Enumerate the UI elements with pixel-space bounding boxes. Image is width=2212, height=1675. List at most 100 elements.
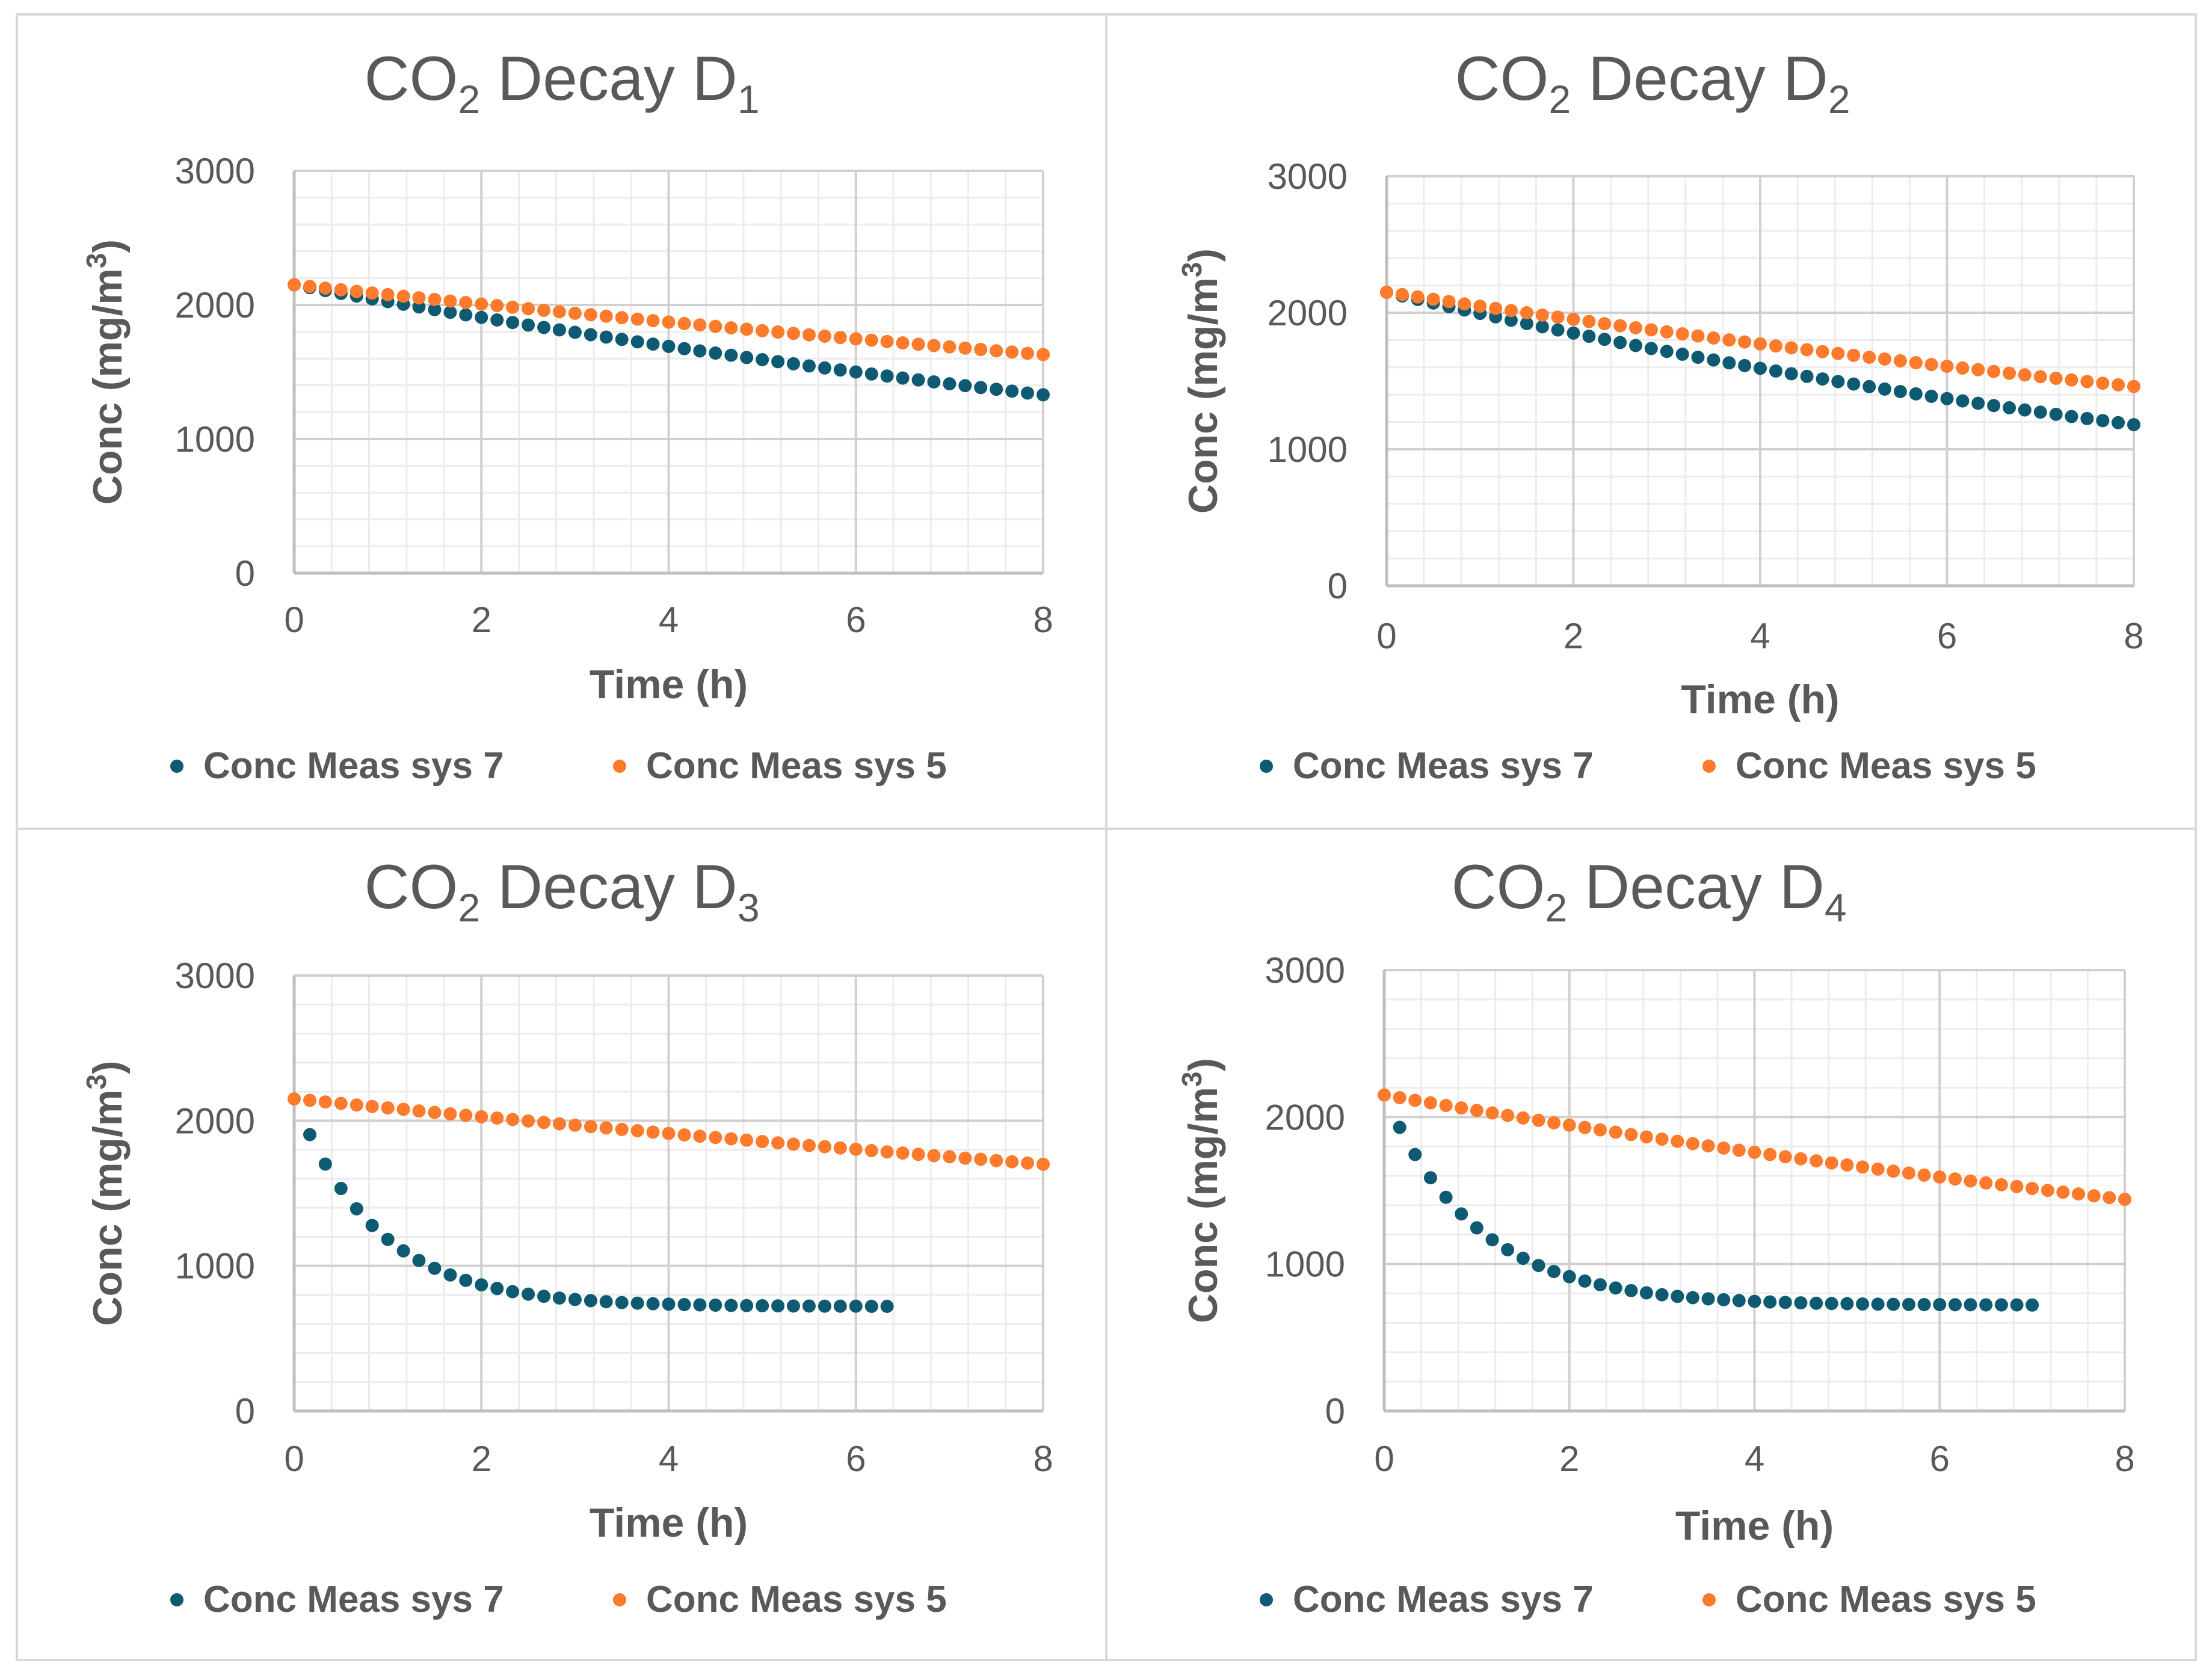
legend-label: Conc Meas sys 7 <box>203 1579 504 1620</box>
data-point <box>1979 1298 1993 1312</box>
data-point <box>1489 301 1503 315</box>
data-point <box>1021 1156 1035 1170</box>
data-point <box>1005 384 1019 398</box>
data-point <box>786 357 800 370</box>
data-point <box>1856 1160 1870 1174</box>
legend-label: Conc Meas sys 5 <box>646 1579 947 1620</box>
data-point <box>1794 1296 1808 1310</box>
x-tick-label: 6 <box>846 600 866 640</box>
data-point <box>646 337 660 351</box>
x-tick-label: 8 <box>1033 600 1053 640</box>
y-axis-label: Conc (mg/m3) <box>81 1060 131 1326</box>
data-point <box>662 339 676 353</box>
data-point <box>350 284 363 298</box>
data-point <box>756 324 769 337</box>
data-point <box>1005 1155 1019 1169</box>
data-point <box>662 1126 676 1140</box>
data-point <box>350 1202 363 1216</box>
x-tick-label: 8 <box>2115 1439 2134 1479</box>
series-sys7 <box>303 1128 894 1313</box>
chart-title-prefix: CO <box>1451 852 1545 922</box>
data-point <box>1504 313 1518 327</box>
data-point <box>568 1118 582 1132</box>
data-point <box>522 302 535 316</box>
data-point <box>1738 358 1752 372</box>
data-point <box>1501 1108 1515 1122</box>
data-point <box>2127 380 2140 393</box>
data-point <box>849 1299 863 1313</box>
chart-title-sub2: 3 <box>738 885 760 930</box>
data-point <box>615 311 629 325</box>
data-point <box>303 1093 316 1107</box>
data-point <box>443 306 457 319</box>
y-axis-label-main: Conc (mg/m <box>1180 277 1226 514</box>
y-axis-label-end: ) <box>85 239 131 253</box>
data-point <box>522 1287 535 1301</box>
data-point <box>818 1299 831 1313</box>
y-tick-label: 3000 <box>175 956 255 996</box>
data-point <box>1887 1297 1900 1311</box>
data-point <box>459 1273 473 1287</box>
data-point <box>396 289 410 303</box>
data-point <box>1644 323 1658 337</box>
x-tick-label: 2 <box>472 600 491 640</box>
data-point <box>1917 1298 1931 1312</box>
legend: Conc Meas sys 7 Conc Meas sys 5 <box>1260 745 2036 787</box>
data-point <box>990 383 1003 396</box>
data-point <box>1426 292 1440 306</box>
data-point <box>802 1299 816 1313</box>
data-point <box>1722 356 1736 370</box>
x-axis-label: Time (h) <box>1675 1503 1834 1549</box>
data-point <box>1933 1170 1947 1184</box>
data-point <box>428 1261 442 1275</box>
series-sys5 <box>1378 1088 2131 1206</box>
data-point <box>740 1133 754 1147</box>
data-point <box>1940 392 1954 405</box>
series-sys5 <box>288 1092 1050 1171</box>
y-tick-label: 3000 <box>1265 950 1345 991</box>
data-point <box>1924 358 1938 372</box>
data-point <box>1717 1141 1731 1155</box>
data-point <box>1994 1178 2008 1191</box>
data-point <box>1748 1294 1761 1308</box>
data-point <box>459 295 473 309</box>
x-tick-label: 2 <box>1559 1439 1579 1479</box>
y-tick-label: 2000 <box>175 1101 255 1141</box>
data-point <box>1893 354 1907 367</box>
chart-title-sub1: 2 <box>458 77 480 121</box>
data-point <box>1660 325 1674 339</box>
data-point <box>1501 1243 1515 1256</box>
data-point <box>1411 290 1425 304</box>
data-point <box>1909 356 1923 370</box>
data-point <box>724 348 738 362</box>
data-point <box>1629 321 1643 334</box>
data-point <box>1847 377 1861 391</box>
chart-title-sub2: 4 <box>1825 885 1847 930</box>
data-point <box>1629 339 1643 352</box>
data-point <box>786 1299 800 1313</box>
data-point <box>709 319 722 333</box>
data-point <box>1956 394 1970 408</box>
data-point <box>864 367 878 381</box>
data-point <box>288 1092 301 1106</box>
data-point <box>927 375 941 389</box>
data-point <box>2026 1182 2039 1196</box>
series-sys7 <box>1380 285 2140 432</box>
legend: Conc Meas sys 7 Conc Meas sys 5 <box>170 745 947 787</box>
data-point <box>2033 370 2047 384</box>
data-point <box>381 1232 395 1246</box>
data-point <box>1442 295 1456 309</box>
data-point <box>568 325 582 339</box>
data-point <box>833 363 847 377</box>
data-point <box>864 1299 878 1313</box>
chart-panel-d2: 0 2 4 6 8 0 1000 2000 3000 CO2 Decay D2 Time (h) Co… <box>1105 13 2197 830</box>
data-point <box>1378 1088 1391 1102</box>
data-point <box>677 1128 691 1142</box>
data-point <box>2018 403 2032 417</box>
data-point <box>443 1107 457 1120</box>
data-point <box>412 1104 426 1118</box>
data-point <box>849 365 863 379</box>
x-tick-label: 6 <box>846 1439 866 1479</box>
x-axis-label: Time (h) <box>1681 677 1839 722</box>
data-point <box>537 1289 551 1303</box>
